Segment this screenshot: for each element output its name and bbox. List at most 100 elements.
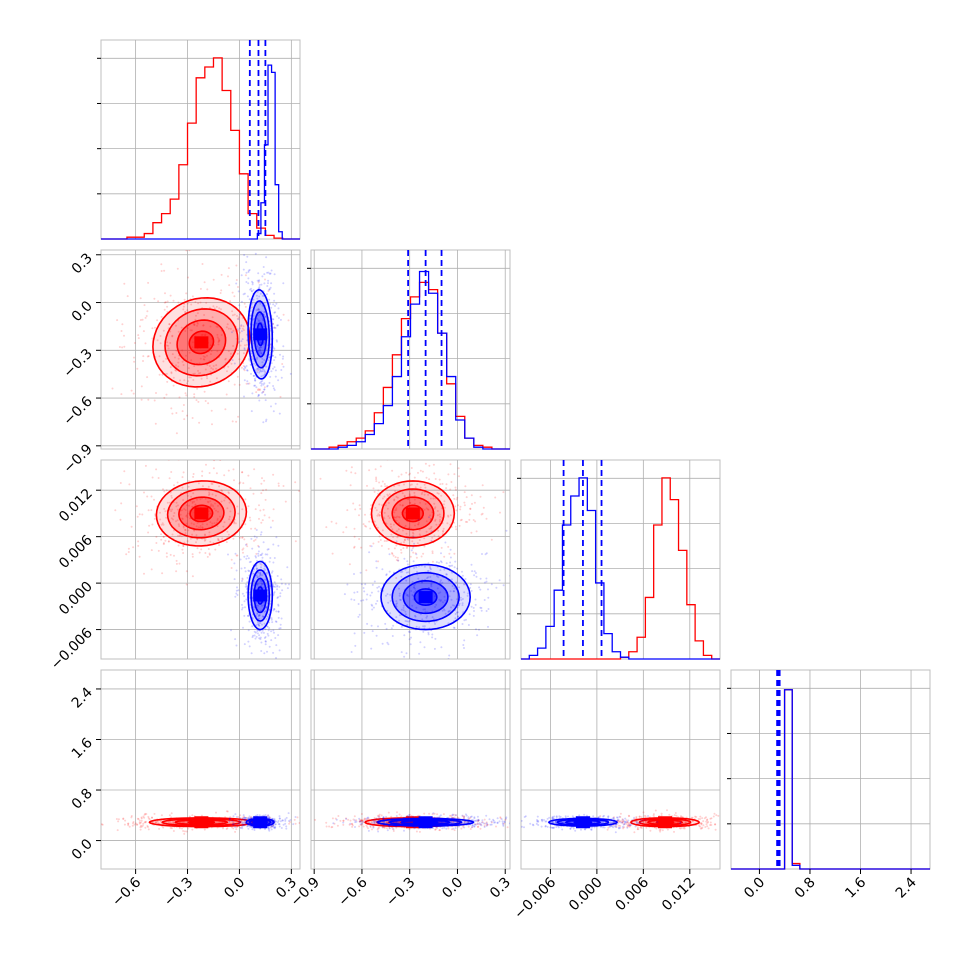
point: [633, 831, 636, 834]
point: [241, 508, 244, 511]
point: [259, 346, 262, 349]
point: [178, 562, 181, 565]
point: [233, 383, 236, 386]
point: [250, 289, 253, 292]
point: [192, 523, 195, 526]
point: [232, 329, 235, 332]
point: [347, 818, 350, 821]
point: [262, 390, 265, 393]
point: [400, 608, 403, 611]
point: [434, 478, 437, 480]
point: [274, 826, 277, 829]
point: [503, 822, 505, 825]
point: [272, 473, 275, 476]
point: [263, 652, 266, 655]
point: [464, 520, 467, 523]
point: [144, 821, 147, 824]
point: [158, 827, 161, 830]
blue-contour: [376, 817, 475, 827]
point: [531, 823, 534, 826]
density-peak: [405, 507, 420, 520]
point: [243, 824, 246, 827]
point: [420, 454, 422, 456]
point: [623, 822, 626, 825]
point: [257, 272, 260, 275]
point: [247, 821, 250, 824]
point: [263, 282, 266, 285]
point: [253, 468, 256, 471]
point: [172, 821, 175, 824]
point: [413, 494, 416, 497]
point: [379, 817, 382, 820]
point: [242, 815, 245, 818]
point: [224, 358, 227, 361]
point: [706, 825, 709, 828]
panel-frame: [100, 459, 301, 660]
point: [162, 542, 165, 545]
point: [170, 471, 173, 473]
point: [214, 548, 217, 551]
point: [447, 658, 450, 659]
point: [409, 472, 411, 475]
point: [404, 592, 407, 595]
point: [279, 318, 282, 321]
point: [627, 819, 630, 822]
point: [268, 356, 271, 359]
point: [277, 484, 280, 487]
point: [374, 468, 377, 471]
point: [474, 572, 477, 574]
point: [167, 540, 170, 543]
panel-frame: [310, 669, 511, 870]
point: [267, 271, 270, 274]
point: [350, 471, 353, 474]
point: [258, 371, 261, 374]
point: [138, 821, 141, 824]
point: [365, 817, 368, 820]
point: [259, 349, 262, 351]
point: [444, 541, 447, 544]
point: [400, 571, 402, 573]
point: [359, 820, 362, 823]
point: [246, 295, 249, 298]
point: [260, 382, 263, 385]
point: [461, 814, 464, 817]
point: [477, 819, 480, 822]
point: [257, 349, 260, 352]
point: [412, 545, 415, 548]
point: [247, 474, 250, 477]
point: [236, 375, 239, 378]
point: [159, 335, 162, 337]
point: [276, 575, 279, 577]
point: [157, 549, 160, 552]
point: [201, 526, 204, 529]
point: [459, 596, 462, 599]
point: [257, 389, 259, 392]
point: [258, 284, 261, 286]
point: [425, 530, 428, 533]
point: [252, 362, 255, 365]
point: [382, 826, 384, 829]
point: [415, 553, 418, 556]
point: [401, 529, 404, 532]
point: [266, 285, 269, 287]
point: [248, 593, 251, 596]
point: [280, 578, 283, 581]
point: [217, 504, 219, 507]
point: [140, 398, 143, 401]
point: [398, 594, 401, 597]
point: [473, 610, 475, 612]
point: [426, 615, 429, 618]
point: [261, 615, 264, 618]
point: [239, 327, 241, 330]
point: [401, 570, 404, 573]
point: [560, 821, 563, 824]
point: [270, 617, 273, 620]
point: [460, 827, 463, 830]
point: [252, 606, 255, 608]
point: [203, 390, 206, 393]
point: [159, 511, 161, 514]
scatter-panel-2-4: [310, 669, 511, 870]
point: [485, 577, 488, 580]
point: [450, 481, 453, 483]
scatter-layer: [101, 810, 300, 835]
